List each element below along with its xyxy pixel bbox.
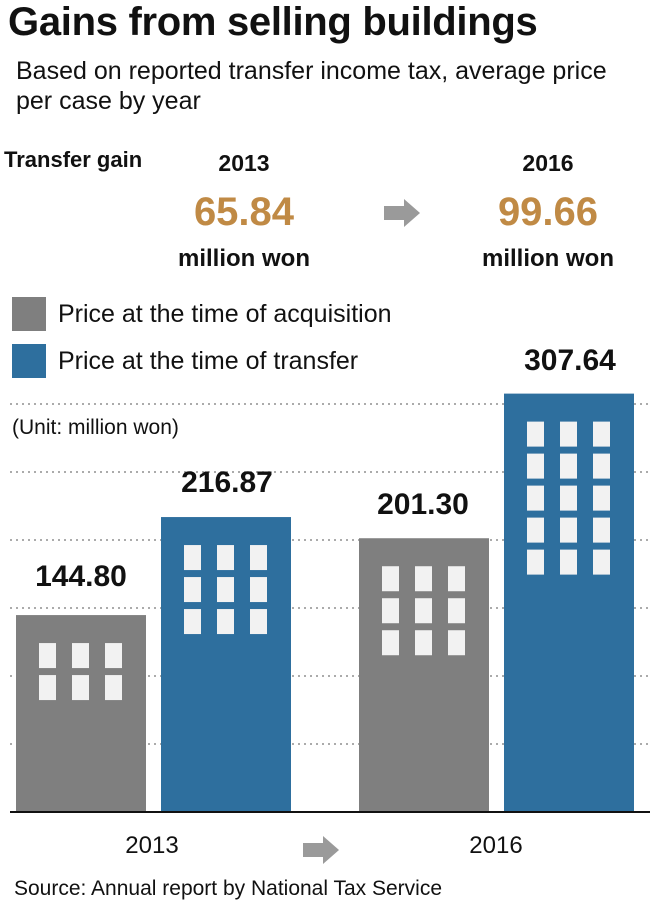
transfer-gain-label: Transfer gain	[4, 147, 143, 172]
window-icon	[382, 566, 399, 592]
source-note: Source: Annual report by National Tax Se…	[14, 877, 443, 900]
window-icon	[448, 598, 465, 624]
window-icon	[250, 609, 267, 635]
bars	[16, 393, 634, 812]
x-tick-2016: 2016	[469, 832, 523, 859]
unit-note: (Unit: million won)	[12, 416, 179, 439]
window-icon	[560, 485, 577, 511]
window-icon	[184, 609, 201, 635]
window-icon	[560, 549, 577, 575]
gain-arrow-icon	[384, 199, 420, 227]
page-title: Gains from selling buildings	[8, 0, 538, 44]
window-icon	[217, 545, 234, 571]
window-icon	[415, 598, 432, 624]
window-icon	[560, 517, 577, 543]
window-icon	[39, 675, 56, 701]
window-icon	[217, 577, 234, 603]
x-tick-2013: 2013	[125, 832, 179, 859]
window-icon	[527, 421, 544, 447]
legend-swatch-transfer	[12, 344, 46, 378]
window-icon	[560, 453, 577, 479]
window-icon	[105, 675, 122, 701]
window-icon	[593, 421, 610, 447]
window-icon	[184, 577, 201, 603]
window-icon	[382, 630, 399, 656]
window-icon	[217, 609, 234, 635]
bar-value-transfer-2013: 216.87	[181, 466, 273, 499]
legend-label-transfer: Price at the time of transfer	[58, 347, 359, 375]
window-icon	[382, 598, 399, 624]
window-icon	[593, 517, 610, 543]
bar-value-acquisition-2016: 201.30	[377, 488, 469, 521]
grid-lines	[10, 403, 650, 745]
window-icon	[72, 675, 89, 701]
window-icon	[39, 643, 56, 669]
bar-value-transfer-2016: 307.64	[524, 344, 616, 377]
window-icon	[527, 549, 544, 575]
axis-arrow-icon	[303, 836, 339, 864]
window-icon	[527, 453, 544, 479]
legend-label-acquisition: Price at the time of acquisition	[58, 300, 392, 328]
subtitle: Based on reported transfer income tax, a…	[16, 57, 607, 115]
window-icon	[593, 549, 610, 575]
legend-swatch-acquisition	[12, 297, 46, 331]
window-icon	[593, 485, 610, 511]
window-icon	[72, 643, 89, 669]
window-icon	[527, 485, 544, 511]
bar-value-acquisition-2013: 144.80	[35, 560, 127, 593]
window-icon	[448, 630, 465, 656]
gain-value-2013: 65.84	[193, 190, 295, 234]
window-icon	[527, 517, 544, 543]
window-icon	[184, 545, 201, 571]
window-icon	[250, 545, 267, 571]
window-icon	[105, 643, 122, 669]
gain-value-2016: 99.66	[497, 190, 599, 234]
gain-year-2016: 2016	[522, 150, 574, 176]
gain-year-2013: 2013	[218, 150, 270, 176]
window-icon	[593, 453, 610, 479]
gain-unit-2013: million won	[178, 245, 310, 272]
gain-unit-2016: million won	[482, 245, 614, 272]
window-icon	[250, 577, 267, 603]
window-icon	[415, 566, 432, 592]
window-icon	[560, 421, 577, 447]
window-icon	[448, 566, 465, 592]
window-icon	[415, 630, 432, 656]
